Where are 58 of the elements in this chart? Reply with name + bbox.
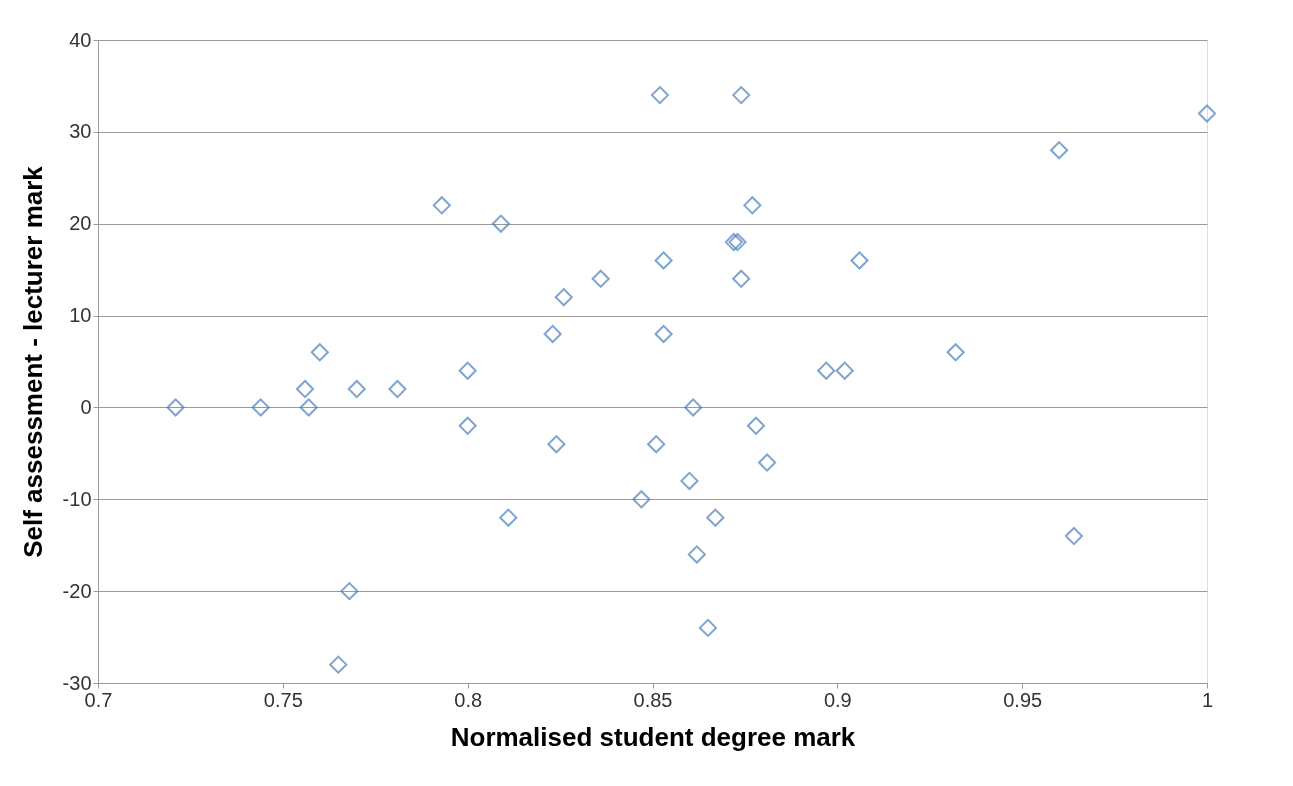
point: [835, 361, 854, 380]
point: [251, 398, 270, 417]
x-tick-label: 0.9: [823, 688, 852, 711]
point: [1197, 104, 1217, 123]
y-tick-label: -10: [62, 487, 92, 510]
point: [732, 86, 751, 105]
point: [547, 435, 566, 454]
point: [946, 343, 965, 362]
x-tick-label: 0.75: [263, 688, 303, 711]
point: [340, 582, 359, 601]
point: [1050, 141, 1069, 160]
point: [329, 655, 348, 674]
point: [543, 324, 562, 343]
point: [746, 416, 766, 435]
point: [684, 398, 703, 417]
y-tick-label: -20: [62, 579, 92, 602]
point: [432, 196, 451, 215]
point: [299, 398, 318, 417]
point: [687, 545, 706, 564]
point: [654, 324, 673, 343]
point: [724, 233, 743, 252]
y-tick-label: 30: [69, 120, 92, 143]
x-axis-title: Normalised student degree mark: [450, 721, 856, 752]
x-tick-label: 1: [1201, 688, 1214, 711]
point: [458, 416, 477, 435]
y-tick-label: 40: [69, 28, 92, 51]
y-tick-label: 10: [69, 304, 92, 327]
x-tick-label: 0.95: [1003, 688, 1043, 711]
y-tick-label: 20: [69, 212, 92, 235]
point: [632, 490, 651, 509]
point: [499, 508, 518, 527]
point: [732, 269, 751, 288]
point: [295, 380, 315, 399]
point: [591, 269, 610, 288]
point: [347, 380, 366, 399]
point: [850, 251, 869, 270]
point: [743, 196, 762, 215]
point: [491, 214, 510, 233]
point: [310, 343, 329, 362]
point: [728, 233, 747, 252]
x-tick-label: 0.85: [633, 688, 673, 711]
x-tick-label: 0.8: [454, 688, 483, 711]
point: [654, 251, 673, 270]
point: [817, 361, 836, 380]
y-tick-label: 0: [80, 395, 92, 418]
y-tick-label: -30: [62, 671, 92, 694]
point: [698, 618, 718, 637]
point: [706, 508, 725, 527]
point: [388, 380, 407, 399]
point: [554, 288, 573, 307]
y-axis-title: Self assessment - lecturer mark: [17, 165, 48, 558]
point: [758, 453, 777, 472]
point: [680, 471, 699, 490]
point: [647, 435, 666, 454]
point: [458, 361, 477, 380]
point: [650, 86, 669, 105]
point: [166, 398, 185, 417]
point: [1064, 526, 1083, 546]
